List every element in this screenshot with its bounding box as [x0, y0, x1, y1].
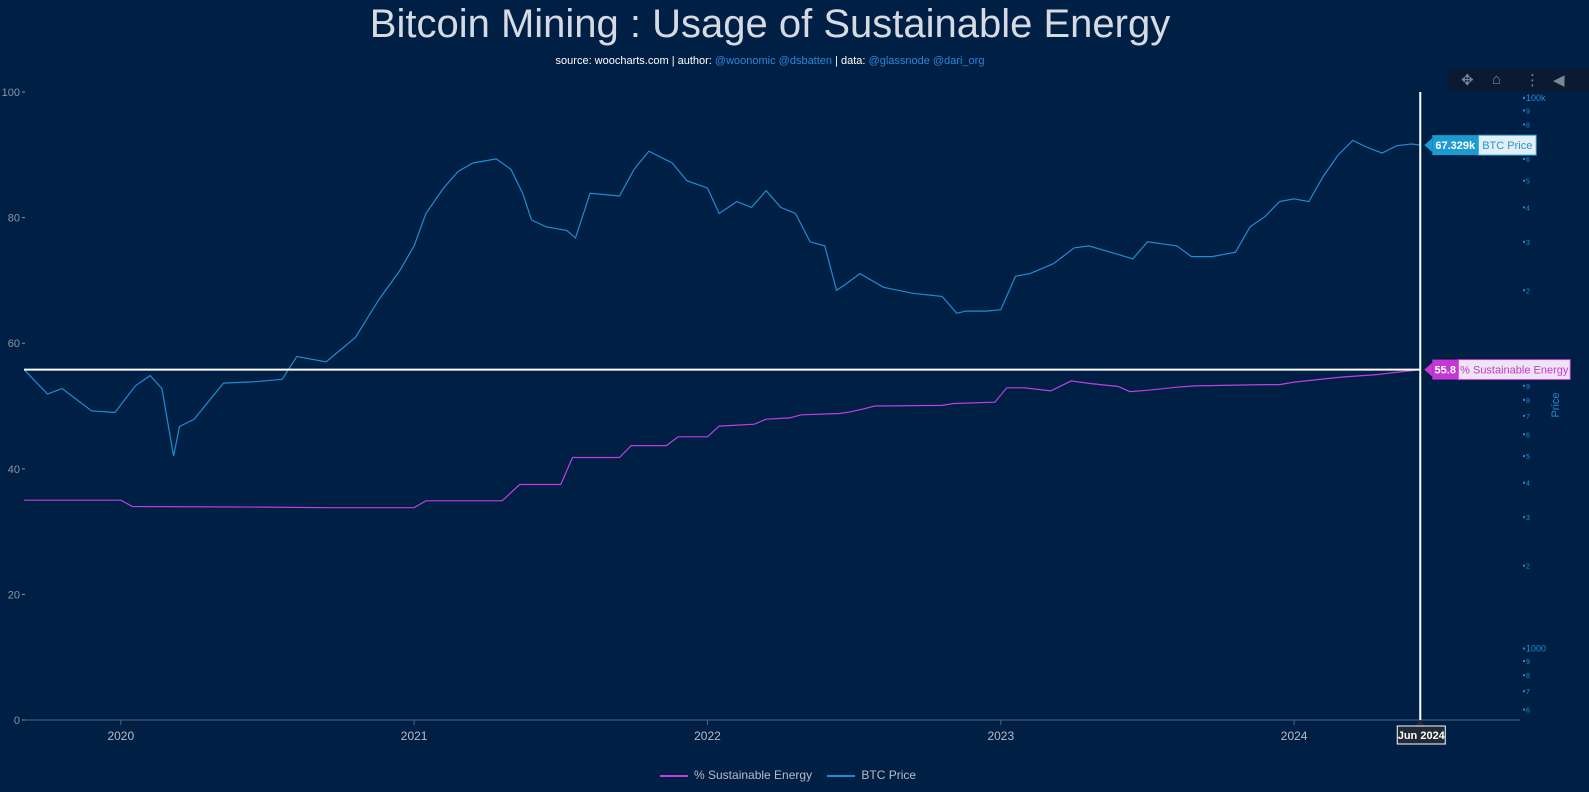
- y-right-tick-label: 4: [1526, 481, 1530, 488]
- home-icon[interactable]: ⌂: [1492, 71, 1502, 88]
- hover-energy-name-box: [1457, 359, 1571, 381]
- y-right-tick-label: 3: [1526, 240, 1530, 247]
- hover-price-value-box: [1432, 135, 1479, 156]
- y-right-tick-label: 2: [1526, 288, 1530, 295]
- y-right-minor-tick: [1523, 516, 1525, 519]
- y-right-tick-label: 8: [1526, 673, 1530, 680]
- data-text: | data:: [832, 55, 869, 67]
- legend-label-energy: % Sustainable Energy: [694, 768, 813, 782]
- y-right-minor-tick: [1523, 109, 1525, 112]
- modebar: ✥ ⌂ ⋮ ◀: [1449, 69, 1589, 92]
- y-left-tick-label: 40: [8, 464, 20, 476]
- y-right-tick-label: 9: [1526, 659, 1530, 666]
- y-right-minor-tick: [1523, 398, 1525, 401]
- y-right-tick-label: 8: [1526, 398, 1530, 405]
- y-right-tick-label: 5: [1526, 454, 1530, 461]
- y-right-tick-label: 7: [1526, 689, 1530, 696]
- y-right-tick-label: 6: [1526, 708, 1530, 715]
- compare-hover-icon[interactable]: ◀: [1553, 72, 1565, 89]
- author-links[interactable]: @woonomic @dsbatten: [714, 55, 833, 67]
- data-links[interactable]: @glassnode @dari_org: [868, 55, 985, 67]
- y-left-tick-label: 100: [2, 87, 20, 99]
- y-right-minor-tick: [1523, 289, 1525, 292]
- y-right-tick-label: 6: [1526, 432, 1530, 439]
- hover-energy-name: % Sustainable Energy: [1460, 365, 1569, 377]
- y-right-tick-label: 8: [1526, 123, 1530, 130]
- y-right-minor-tick: [1523, 674, 1525, 677]
- x-tick-label: 2024: [1281, 729, 1308, 743]
- y-right-minor-tick: [1523, 455, 1525, 458]
- chart-title: Bitcoin Mining : Usage of Sustainable En…: [369, 2, 1171, 46]
- y-right-tick-label: 1000: [1526, 644, 1546, 654]
- y-right-tick-label: 4: [1526, 205, 1530, 212]
- x-tick-label: 2022: [694, 729, 721, 743]
- legend-swatch-energy: [660, 774, 688, 777]
- y-right-tick-label: 3: [1526, 515, 1530, 522]
- y-right-minor-tick: [1523, 157, 1525, 160]
- y-right-minor-tick: [1523, 647, 1525, 650]
- legend-item-price[interactable]: BTC Price: [827, 768, 916, 782]
- y-right-tick-label: 7: [1526, 414, 1530, 421]
- legend-label-price: BTC Price: [861, 768, 917, 782]
- hover-price-name-box: [1477, 134, 1537, 156]
- spikelines-icon[interactable]: ⋮: [1525, 72, 1540, 89]
- y-right-minor-tick: [1523, 384, 1525, 387]
- y-right-tick-label: 100k: [1526, 93, 1546, 103]
- y-right-minor-tick: [1523, 481, 1525, 484]
- y-left-tick-label: 0: [14, 715, 20, 727]
- y-right-minor-tick: [1523, 206, 1525, 209]
- series-line-btc-price[interactable]: [23, 139, 1421, 457]
- x-tick-label: 2020: [107, 729, 134, 743]
- y-left-tick-label: 80: [8, 213, 20, 225]
- y-left-tick-label: 20: [8, 589, 20, 601]
- x-tick-label: 2023: [987, 729, 1014, 743]
- hover-price-name: BTC Price: [1482, 140, 1532, 152]
- x-tick-label: 2021: [401, 729, 428, 743]
- hover-energy-value-box: [1432, 359, 1459, 380]
- y-right-minor-tick: [1523, 708, 1525, 711]
- y-left-tick-label: 60: [8, 338, 20, 350]
- legend: % Sustainable Energy BTC Price: [660, 768, 928, 782]
- y-right-minor-tick: [1523, 414, 1525, 417]
- y-right-minor-tick: [1523, 123, 1525, 126]
- hover-energy-value: 55.8: [1435, 365, 1456, 377]
- y-right-minor-tick: [1523, 564, 1525, 567]
- hover-price-pointer: [1424, 138, 1433, 153]
- y-right-tick-label: 2: [1526, 564, 1530, 571]
- legend-item-energy[interactable]: % Sustainable Energy: [660, 768, 812, 782]
- y-right-tick-label: 9: [1526, 108, 1530, 115]
- hover-x-label: Jun 2024: [1398, 730, 1446, 742]
- y-right-axis-title: Price: [1550, 392, 1562, 417]
- y-right-minor-tick: [1523, 179, 1525, 182]
- hover-price-value: 67.329k: [1435, 140, 1476, 152]
- source-text: source: woocharts.com | author:: [555, 55, 715, 67]
- y-right-minor-tick: [1523, 660, 1525, 663]
- hover-energy-pointer: [1424, 362, 1433, 377]
- y-right-minor-tick: [1523, 96, 1525, 99]
- y-right-tick-label: 9: [1526, 384, 1530, 391]
- y-right-minor-tick: [1523, 690, 1525, 693]
- chart-subtitle: source: woocharts.com | author: @woonomi…: [0, 55, 1540, 67]
- y-right-minor-tick: [1523, 433, 1525, 436]
- y-right-tick-label: 6: [1526, 157, 1530, 164]
- pan-icon[interactable]: ✥: [1461, 72, 1474, 89]
- y-right-minor-tick: [1523, 240, 1525, 243]
- y-right-tick-label: 5: [1526, 179, 1530, 186]
- legend-swatch-price: [827, 774, 856, 777]
- hover-x-box: [1396, 725, 1446, 745]
- hover-x-pointer: [1415, 720, 1426, 726]
- series-line-sustainable-energy[interactable]: [24, 369, 1421, 509]
